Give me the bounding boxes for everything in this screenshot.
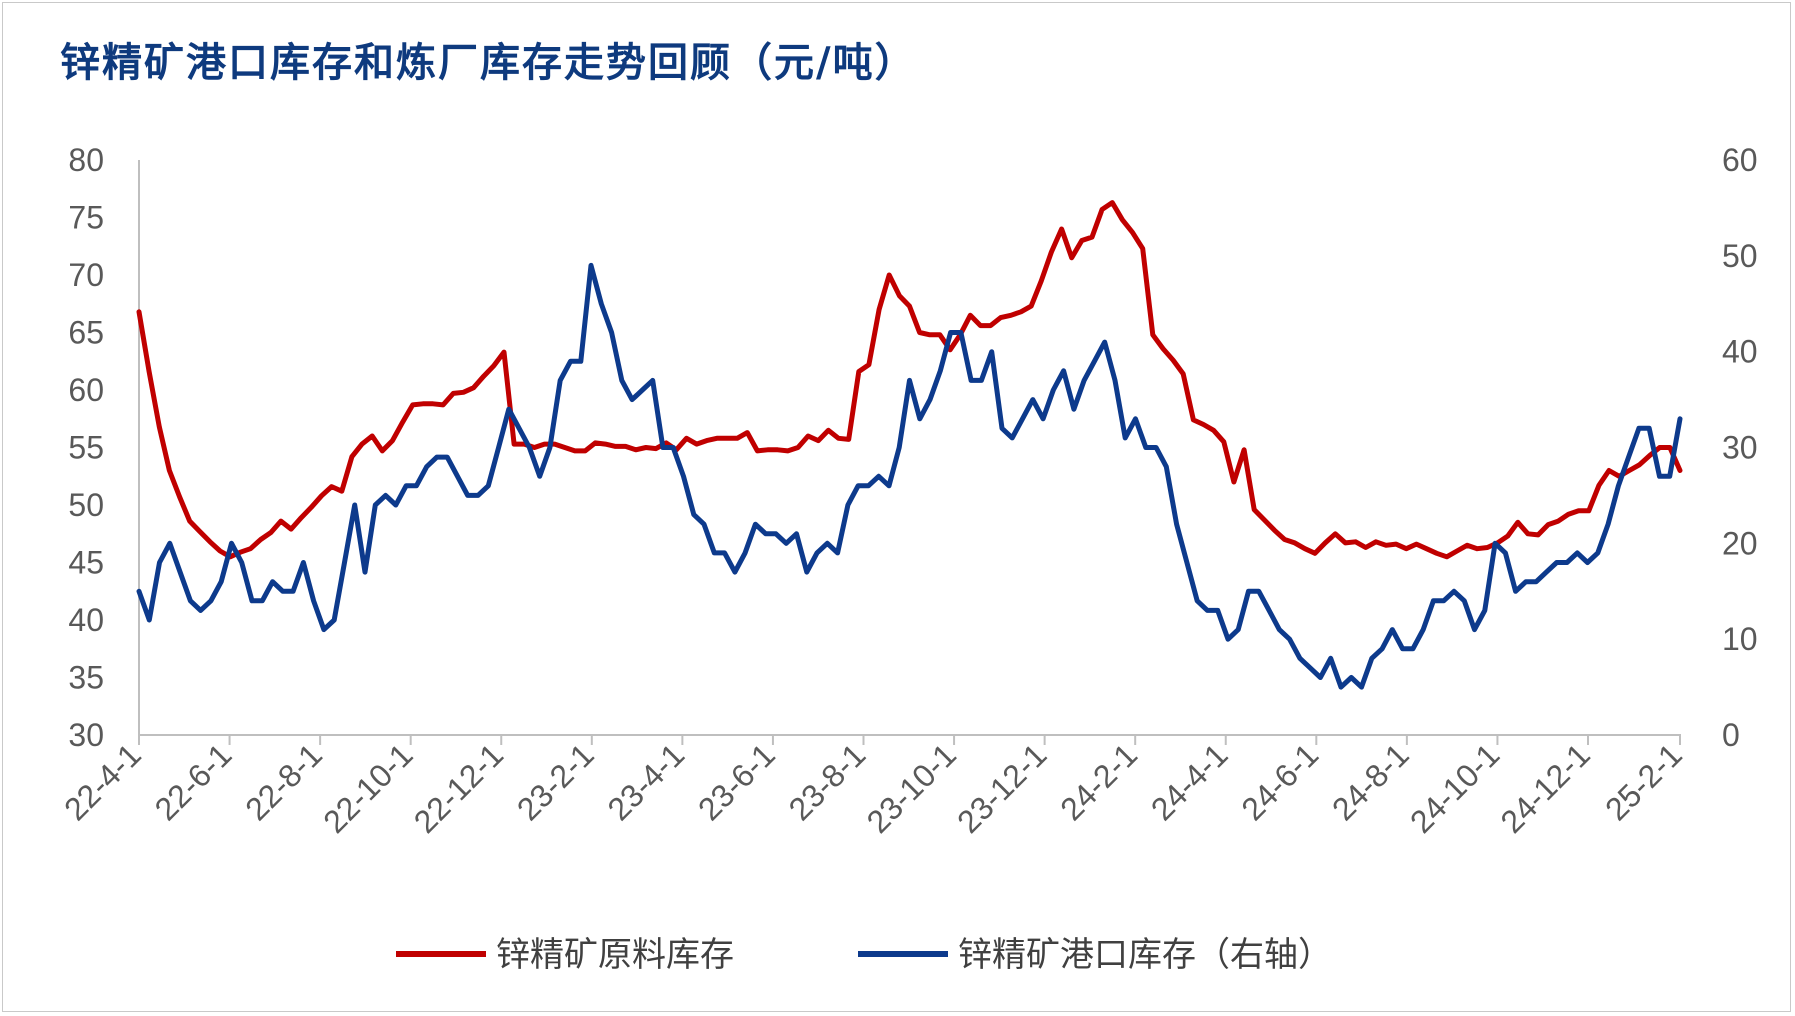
x-tick-label: 23-2-1 [510, 736, 601, 827]
x-tick-label: 24-8-1 [1325, 736, 1416, 827]
x-tick-label: 22-10-1 [316, 736, 419, 839]
x-tick-label: 24-12-1 [1494, 736, 1597, 839]
y-left-tick-label: 40 [68, 602, 104, 638]
y-left-tick-label: 30 [68, 717, 104, 753]
series-line-1 [136, 200, 1683, 560]
y-left-tick-label: 75 [68, 200, 104, 236]
y-left-tick-label: 60 [68, 372, 104, 408]
chart-title: 锌精矿港口库存和炼厂库存走势回顾（元/吨） [60, 39, 917, 86]
y-left-tick-label: 35 [68, 660, 104, 696]
y-left-tick-label: 55 [68, 430, 104, 466]
y-left-tick-label: 45 [68, 545, 104, 581]
y-right-tick-label: 50 [1722, 238, 1758, 274]
legend-label-2: 锌精矿港口库存（右轴） [958, 935, 1332, 975]
y-right-tick-label: 10 [1722, 621, 1758, 657]
y-right-tick-label: 20 [1722, 525, 1758, 561]
series-lines [136, 200, 1683, 690]
x-tick-label: 23-12-1 [950, 736, 1053, 839]
x-tick-label: 22-8-1 [238, 736, 329, 827]
series-line-2 [136, 262, 1683, 690]
y-left-tick-label: 80 [68, 142, 104, 178]
x-tick-label: 24-4-1 [1144, 736, 1235, 827]
legend-label-1: 锌精矿原料库存 [496, 935, 734, 975]
x-tick-label: 22-12-1 [407, 736, 510, 839]
y-left-tick-label: 50 [68, 487, 104, 523]
x-tick-label: 24-10-1 [1403, 736, 1506, 839]
x-tick-label: 24-2-1 [1053, 736, 1144, 827]
y-right-tick-label: 30 [1722, 430, 1758, 466]
y-right-tick-label: 0 [1722, 717, 1740, 753]
x-tick-label: 22-6-1 [148, 736, 239, 827]
y-right-tick-label: 40 [1722, 334, 1758, 370]
y-left-tick-label: 70 [68, 257, 104, 293]
x-tick-label: 23-10-1 [860, 736, 963, 839]
legend: 锌精矿原料库存 锌精矿港口库存（右轴） [396, 935, 1332, 975]
x-tick-label: 23-8-1 [782, 736, 873, 827]
y-left-tick-label: 65 [68, 315, 104, 351]
y-right-tick-label: 60 [1722, 142, 1758, 178]
x-tick-label: 23-4-1 [600, 736, 691, 827]
x-tick-label: 25-2-1 [1598, 736, 1689, 827]
x-tick-label: 24-6-1 [1234, 736, 1325, 827]
axes: 3035404550556065707580010203040506022-4-… [57, 142, 1758, 840]
x-tick-label: 23-6-1 [691, 736, 782, 827]
